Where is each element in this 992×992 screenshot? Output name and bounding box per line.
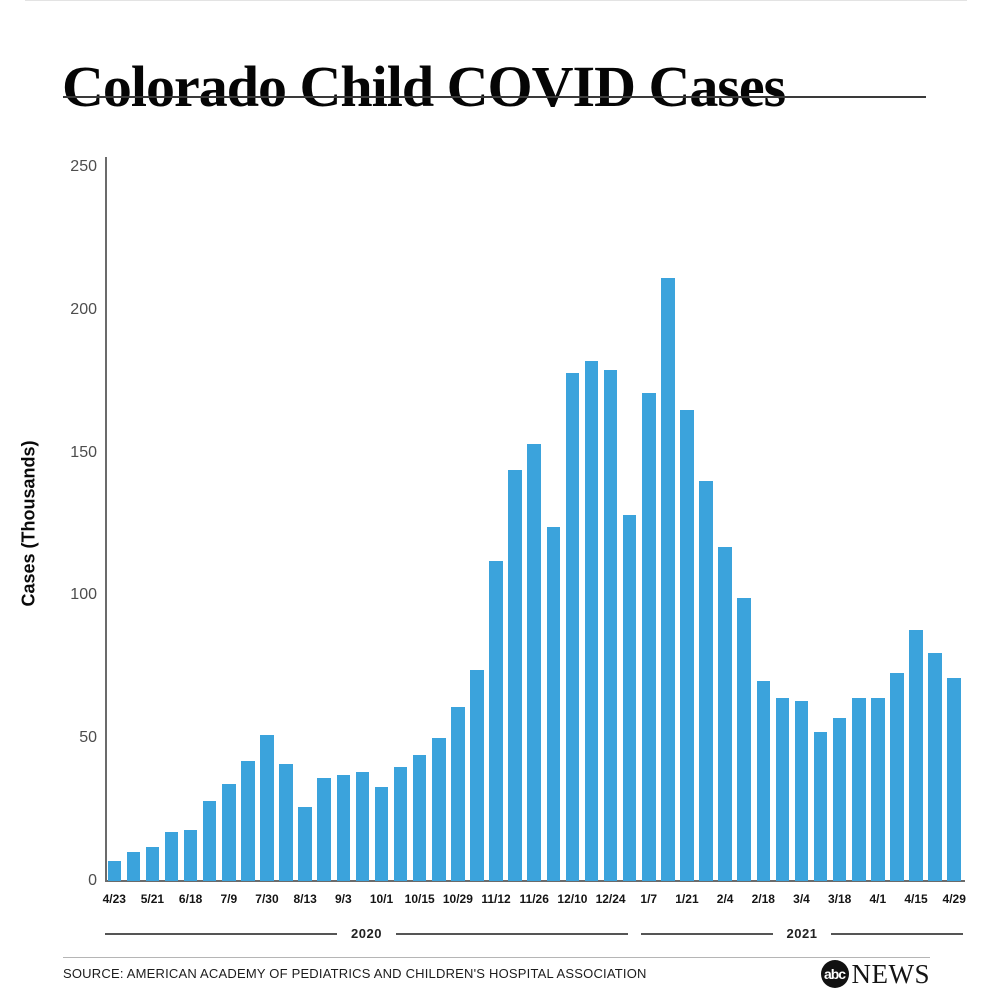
year-group-2020: 2020 (105, 926, 629, 941)
bar (183, 829, 198, 881)
bar (317, 778, 331, 881)
bar (584, 361, 599, 881)
bar (432, 738, 446, 881)
bar (737, 598, 751, 881)
bar (832, 718, 847, 881)
year-group-label: 2021 (786, 926, 818, 941)
bar (680, 409, 694, 881)
bar (393, 766, 408, 881)
bar (775, 698, 790, 881)
x-tick-label: 9/3 (334, 892, 352, 906)
x-tick-label: 3/4 (793, 892, 810, 906)
year-group-label: 2020 (351, 926, 382, 941)
x-tick-label: 4/23 (102, 892, 126, 906)
source-attribution: SOURCE: AMERICAN ACADEMY OF PEDIATRICS A… (63, 966, 647, 981)
bar (794, 701, 809, 881)
source-divider-line (63, 957, 930, 958)
year-group-line (395, 932, 629, 935)
x-tick-label: 12/24 (595, 892, 626, 906)
bar (718, 546, 732, 881)
bar (470, 669, 484, 881)
page-title: Colorado Child COVID Cases (62, 53, 786, 119)
x-tick-label: 10/29 (442, 892, 473, 906)
x-axis-line (105, 880, 965, 882)
bar (909, 629, 923, 881)
title-underline (63, 96, 926, 98)
bar (890, 672, 904, 881)
bar (374, 786, 389, 881)
bar (928, 652, 942, 881)
bar (642, 392, 656, 881)
bar (699, 481, 713, 881)
bar (451, 706, 465, 881)
x-tick-label: 10/1 (369, 892, 394, 906)
bar (622, 515, 637, 881)
x-tick-label: 4/1 (869, 892, 887, 906)
year-group-line (105, 932, 338, 935)
year-group-line (641, 932, 773, 935)
bar (107, 861, 121, 881)
x-tick-label: 10/15 (404, 892, 435, 906)
year-group-line (831, 932, 964, 935)
bar (260, 735, 274, 881)
x-tick-label: 1/21 (675, 892, 699, 906)
x-tick-label: 4/15 (904, 892, 928, 906)
bar (527, 444, 541, 881)
bar (222, 783, 236, 881)
abc-logo-badge-text: abc (823, 966, 846, 982)
y-tick-label: 50 (79, 729, 97, 747)
x-tick-label: 4/29 (942, 892, 966, 906)
bar (947, 678, 961, 881)
x-tick-label: 5/21 (140, 892, 165, 906)
x-tick-label: 11/12 (481, 892, 511, 906)
x-tick-label: 1/7 (640, 892, 658, 906)
abc-logo-badge-icon: abc (820, 960, 849, 988)
y-tick-label: 100 (70, 586, 97, 604)
bar (871, 698, 885, 881)
bar (546, 526, 561, 881)
x-tick-label: 2/4 (716, 892, 734, 906)
bar (412, 755, 427, 881)
x-tick-label: 3/18 (827, 892, 852, 906)
x-tick-label: 7/30 (255, 892, 279, 906)
year-group-2021: 2021 (641, 926, 964, 941)
x-tick-label: 12/10 (557, 892, 588, 906)
bar (241, 761, 255, 881)
bar (202, 801, 217, 881)
x-tick-label: 2/18 (751, 892, 775, 906)
abc-news-logo: abc NEWS (820, 958, 931, 990)
news-wordmark: NEWS (851, 959, 930, 989)
bar (489, 561, 503, 881)
bar (661, 278, 675, 881)
bar (355, 772, 370, 881)
bar (852, 698, 866, 881)
bar (336, 775, 351, 881)
bar (126, 852, 141, 881)
x-tick-label: 7/9 (220, 892, 238, 906)
bar (813, 732, 828, 881)
x-tick-label: 6/18 (178, 892, 203, 906)
bar (164, 832, 179, 881)
bar (298, 806, 312, 881)
bar (565, 372, 580, 881)
x-tick-label: 11/26 (519, 892, 549, 906)
y-tick-label: 250 (70, 158, 97, 175)
bar (145, 846, 160, 881)
bar (508, 469, 522, 881)
top-border-line (25, 0, 967, 1)
bar (756, 681, 771, 881)
bar (603, 369, 618, 881)
y-tick-label: 0 (88, 872, 97, 889)
y-tick-label: 200 (70, 300, 97, 318)
y-axis-line (105, 157, 107, 882)
bar (279, 763, 293, 881)
x-tick-label: 8/13 (293, 892, 317, 906)
y-tick-label: 150 (70, 443, 97, 461)
